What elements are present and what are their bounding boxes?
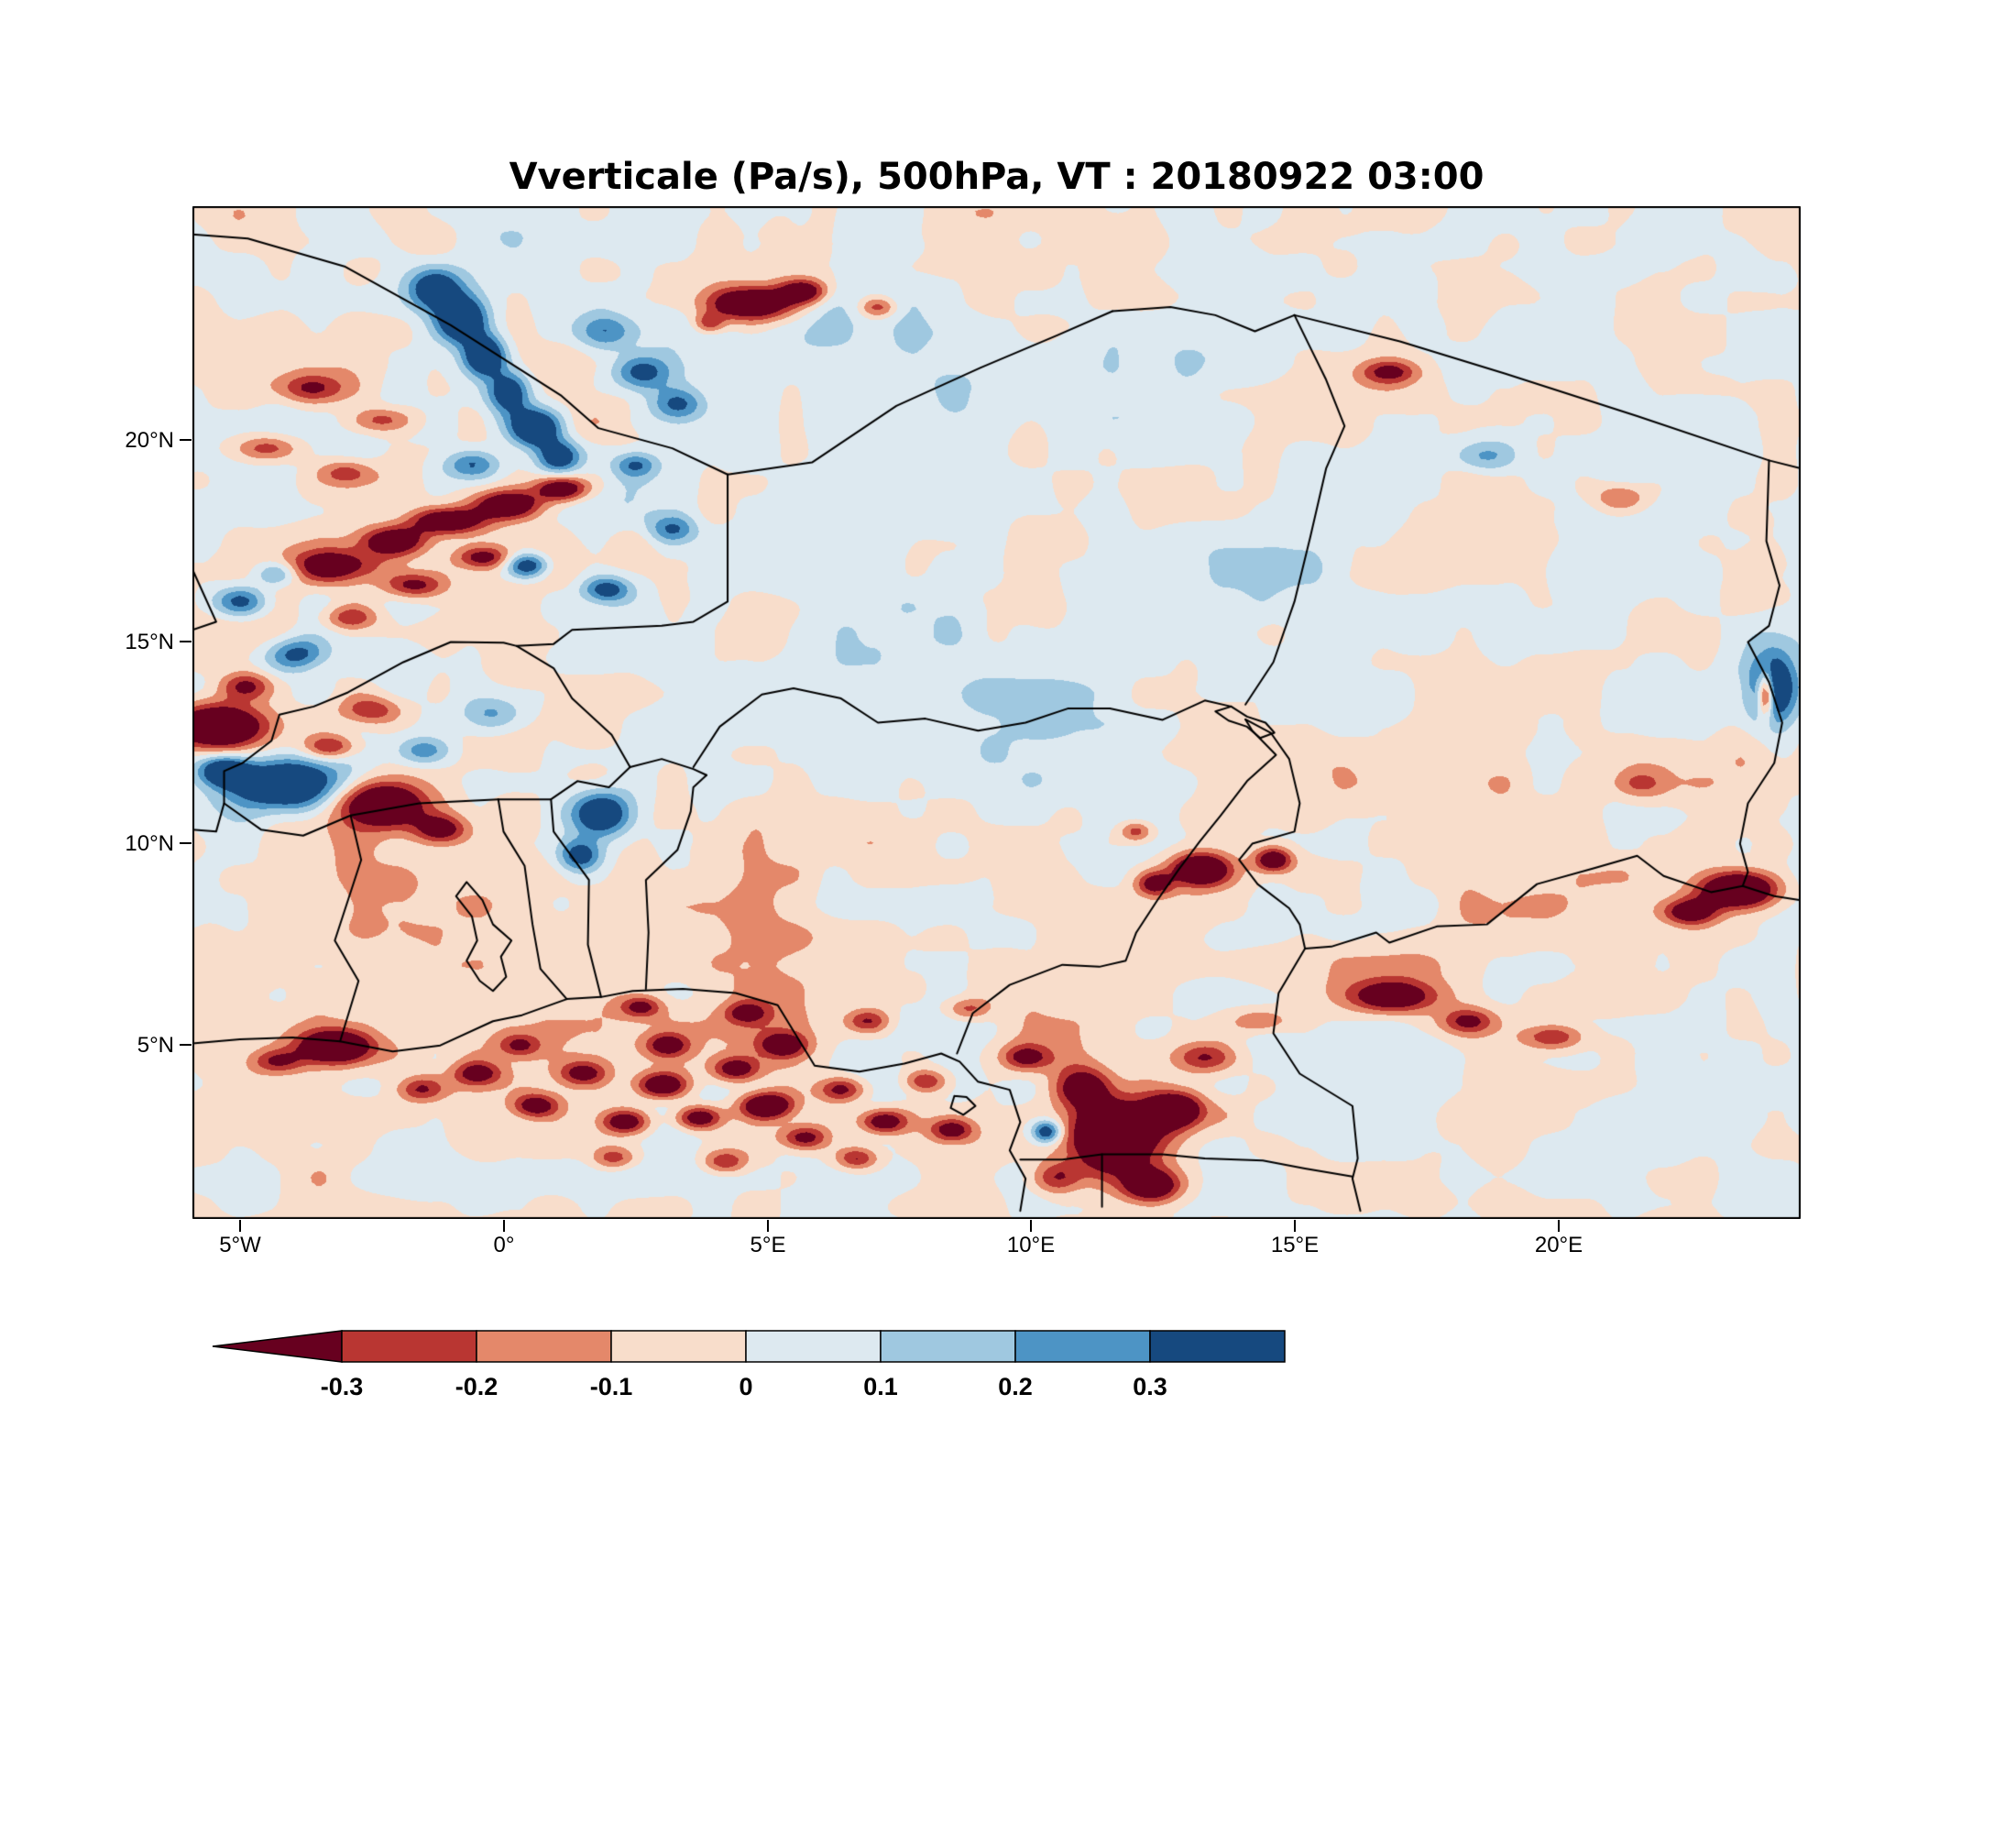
x-tick-15e: [1294, 1220, 1296, 1232]
x-tick-10e: [1030, 1220, 1032, 1232]
colorbar-label: -0.3: [320, 1373, 364, 1400]
colorbar-label: 0.1: [863, 1373, 898, 1400]
colorbar-label: -0.1: [589, 1373, 633, 1400]
colorbar-label: -0.2: [455, 1373, 499, 1400]
colorbar-label: 0.3: [1133, 1373, 1167, 1400]
colorbar-segment: [1149, 1330, 1286, 1363]
colorbar: [212, 1330, 1286, 1363]
y-tick-5n: [180, 1044, 192, 1046]
x-tick-5w: [239, 1220, 241, 1232]
colorbar-segment: [212, 1330, 343, 1363]
x-tick-20e: [1558, 1220, 1560, 1232]
y-axis-label-20n: 20°N: [125, 428, 174, 453]
map-canvas: [192, 206, 1801, 1219]
y-tick-10n: [180, 842, 192, 844]
y-tick-20n: [180, 439, 192, 441]
y-axis-label-15n: 15°N: [125, 630, 174, 654]
colorbar-label: 0.2: [998, 1373, 1033, 1400]
x-axis-label-15e: 15°E: [1270, 1233, 1320, 1257]
y-tick-15n: [180, 641, 192, 642]
x-axis-label-10e: 10°E: [1006, 1233, 1056, 1257]
x-axis-label-5e: 5°E: [750, 1233, 786, 1257]
colorbar-segment: [745, 1330, 882, 1363]
y-axis-label-10n: 10°N: [125, 831, 174, 856]
colorbar-segment: [610, 1330, 747, 1363]
y-axis-label-5n: 5°N: [137, 1033, 174, 1058]
chart-title: Vverticale (Pa/s), 500hPa, VT : 20180922…: [509, 156, 1485, 198]
x-axis-label-20e: 20°E: [1534, 1233, 1583, 1257]
x-axis-label-0: 0°: [493, 1233, 515, 1257]
colorbar-label: 0: [739, 1373, 753, 1400]
colorbar-segment: [476, 1330, 612, 1363]
colorbar-segment: [880, 1330, 1016, 1363]
colorbar-segment: [1014, 1330, 1151, 1363]
colorbar-segment: [341, 1330, 477, 1363]
x-axis-label-5w: 5°W: [219, 1233, 261, 1257]
x-tick-5e: [767, 1220, 769, 1232]
x-tick-0: [503, 1220, 505, 1232]
